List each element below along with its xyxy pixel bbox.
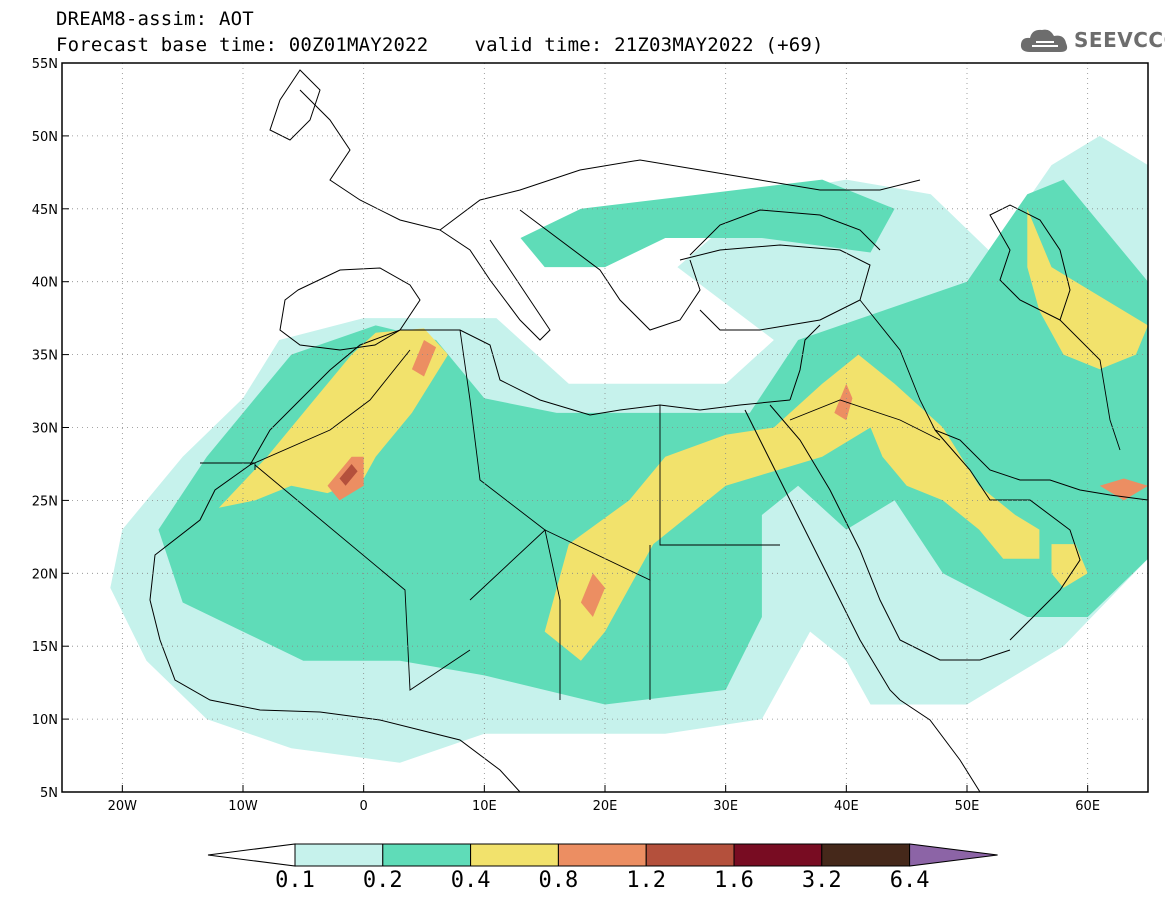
base-time: Forecast base time: 00Z01MAY2022 [56, 34, 429, 56]
lat-tick-label: 30N [32, 422, 58, 437]
lat-tick-label: 5N [40, 786, 58, 801]
lon-tick-label: 20E [593, 799, 618, 814]
border-tunisia-libya [459, 329, 546, 531]
coastline-iberia [279, 267, 421, 351]
cloud-icon [1020, 29, 1068, 52]
coastline-red-sea-east [769, 404, 1011, 661]
coastline-britain [269, 69, 321, 141]
coastline-italy [439, 229, 551, 341]
lat-tick-label: 35N [32, 349, 58, 364]
colorbar-label: 3.2 [801, 868, 842, 893]
colorbar-label: 1.2 [626, 868, 667, 893]
lon-tick-label: 30E [713, 799, 738, 814]
aot-region-1 [158, 179, 1148, 705]
border-iran-iraq [859, 299, 936, 431]
aot-region-9 [834, 383, 853, 421]
colorbar [207, 843, 998, 867]
seevccc-logo: SEEVCCC [1018, 24, 1165, 58]
coastline-black-sea [689, 209, 881, 256]
lon-tick-label: 20W [108, 799, 138, 814]
aot-region-3 [218, 328, 449, 508]
aot-region-12 [339, 464, 358, 486]
colorbar-label: 0.4 [450, 868, 491, 893]
border-libya-egypt [659, 405, 780, 546]
coastline-arabia [934, 429, 1081, 641]
colorbar-over-triangle [909, 843, 998, 867]
colorbar-box [557, 843, 647, 867]
coastline-europe-north [299, 89, 921, 231]
lon-tick-label: 10W [228, 799, 258, 814]
colorbar-label: 6.4 [889, 868, 930, 893]
aot-region-2 [520, 179, 895, 268]
lat-tick-label: 20N [32, 567, 58, 582]
logo-text: SEEVCCC [1074, 28, 1165, 52]
coastline-red-sea [744, 409, 901, 701]
colorbar-box [382, 843, 472, 867]
lon-tick-label: 50E [955, 799, 980, 814]
border-algeria-mali [254, 464, 471, 691]
colorbar-under-triangle [207, 843, 296, 867]
border-morocco [249, 349, 411, 466]
coastline-horn-of-africa [899, 699, 981, 792]
lat-tick-label: 45N [32, 203, 58, 218]
chart-title: DREAM8-assim: AOT [56, 8, 254, 30]
coastline-persian-gulf [934, 429, 1148, 501]
colorbar-box [821, 843, 911, 867]
coastline-turkey [679, 244, 871, 331]
colorbar-box [645, 843, 735, 867]
colorbar-label: 1.6 [714, 868, 754, 893]
colorbar-box [470, 843, 559, 867]
aot-region-10 [580, 573, 605, 617]
colorbar-label: 0.8 [538, 868, 579, 893]
lat-tick-label: 25N [32, 494, 58, 509]
lon-tick-label: 60E [1075, 799, 1100, 814]
colorbar-label: 0.1 [275, 868, 315, 893]
aot-region-8 [411, 340, 437, 377]
coastline-caspian [989, 204, 1071, 321]
aot-region-4 [544, 354, 1040, 661]
border-afghanistan [1059, 319, 1121, 451]
lon-tick-label: 40E [834, 799, 859, 814]
coastline-west-africa [149, 464, 521, 792]
colorbar-box [294, 843, 384, 867]
lat-tick-label: 15N [32, 640, 58, 655]
lon-tick-label: 10E [472, 799, 497, 814]
lat-tick-label: 40N [32, 276, 58, 291]
lon-tick-label: 0 [360, 799, 368, 814]
lat-tick-label: 55N [32, 57, 58, 72]
lat-tick-label: 50N [32, 130, 58, 145]
border-niger-chad [469, 529, 561, 700]
aot-region-11 [1099, 478, 1148, 501]
valid-time: valid time: 21Z03MAY2022 (+69) [474, 34, 824, 56]
border-saudi-iraq [789, 399, 941, 441]
colorbar-box [733, 843, 823, 867]
coastline-balkans [519, 209, 701, 331]
lat-tick-label: 10N [32, 713, 58, 728]
colorbar-label: 0.2 [362, 868, 403, 893]
coastline-north-africa [249, 329, 791, 466]
time-info: Forecast base time: 00Z01MAY2022 valid ti… [56, 34, 824, 56]
